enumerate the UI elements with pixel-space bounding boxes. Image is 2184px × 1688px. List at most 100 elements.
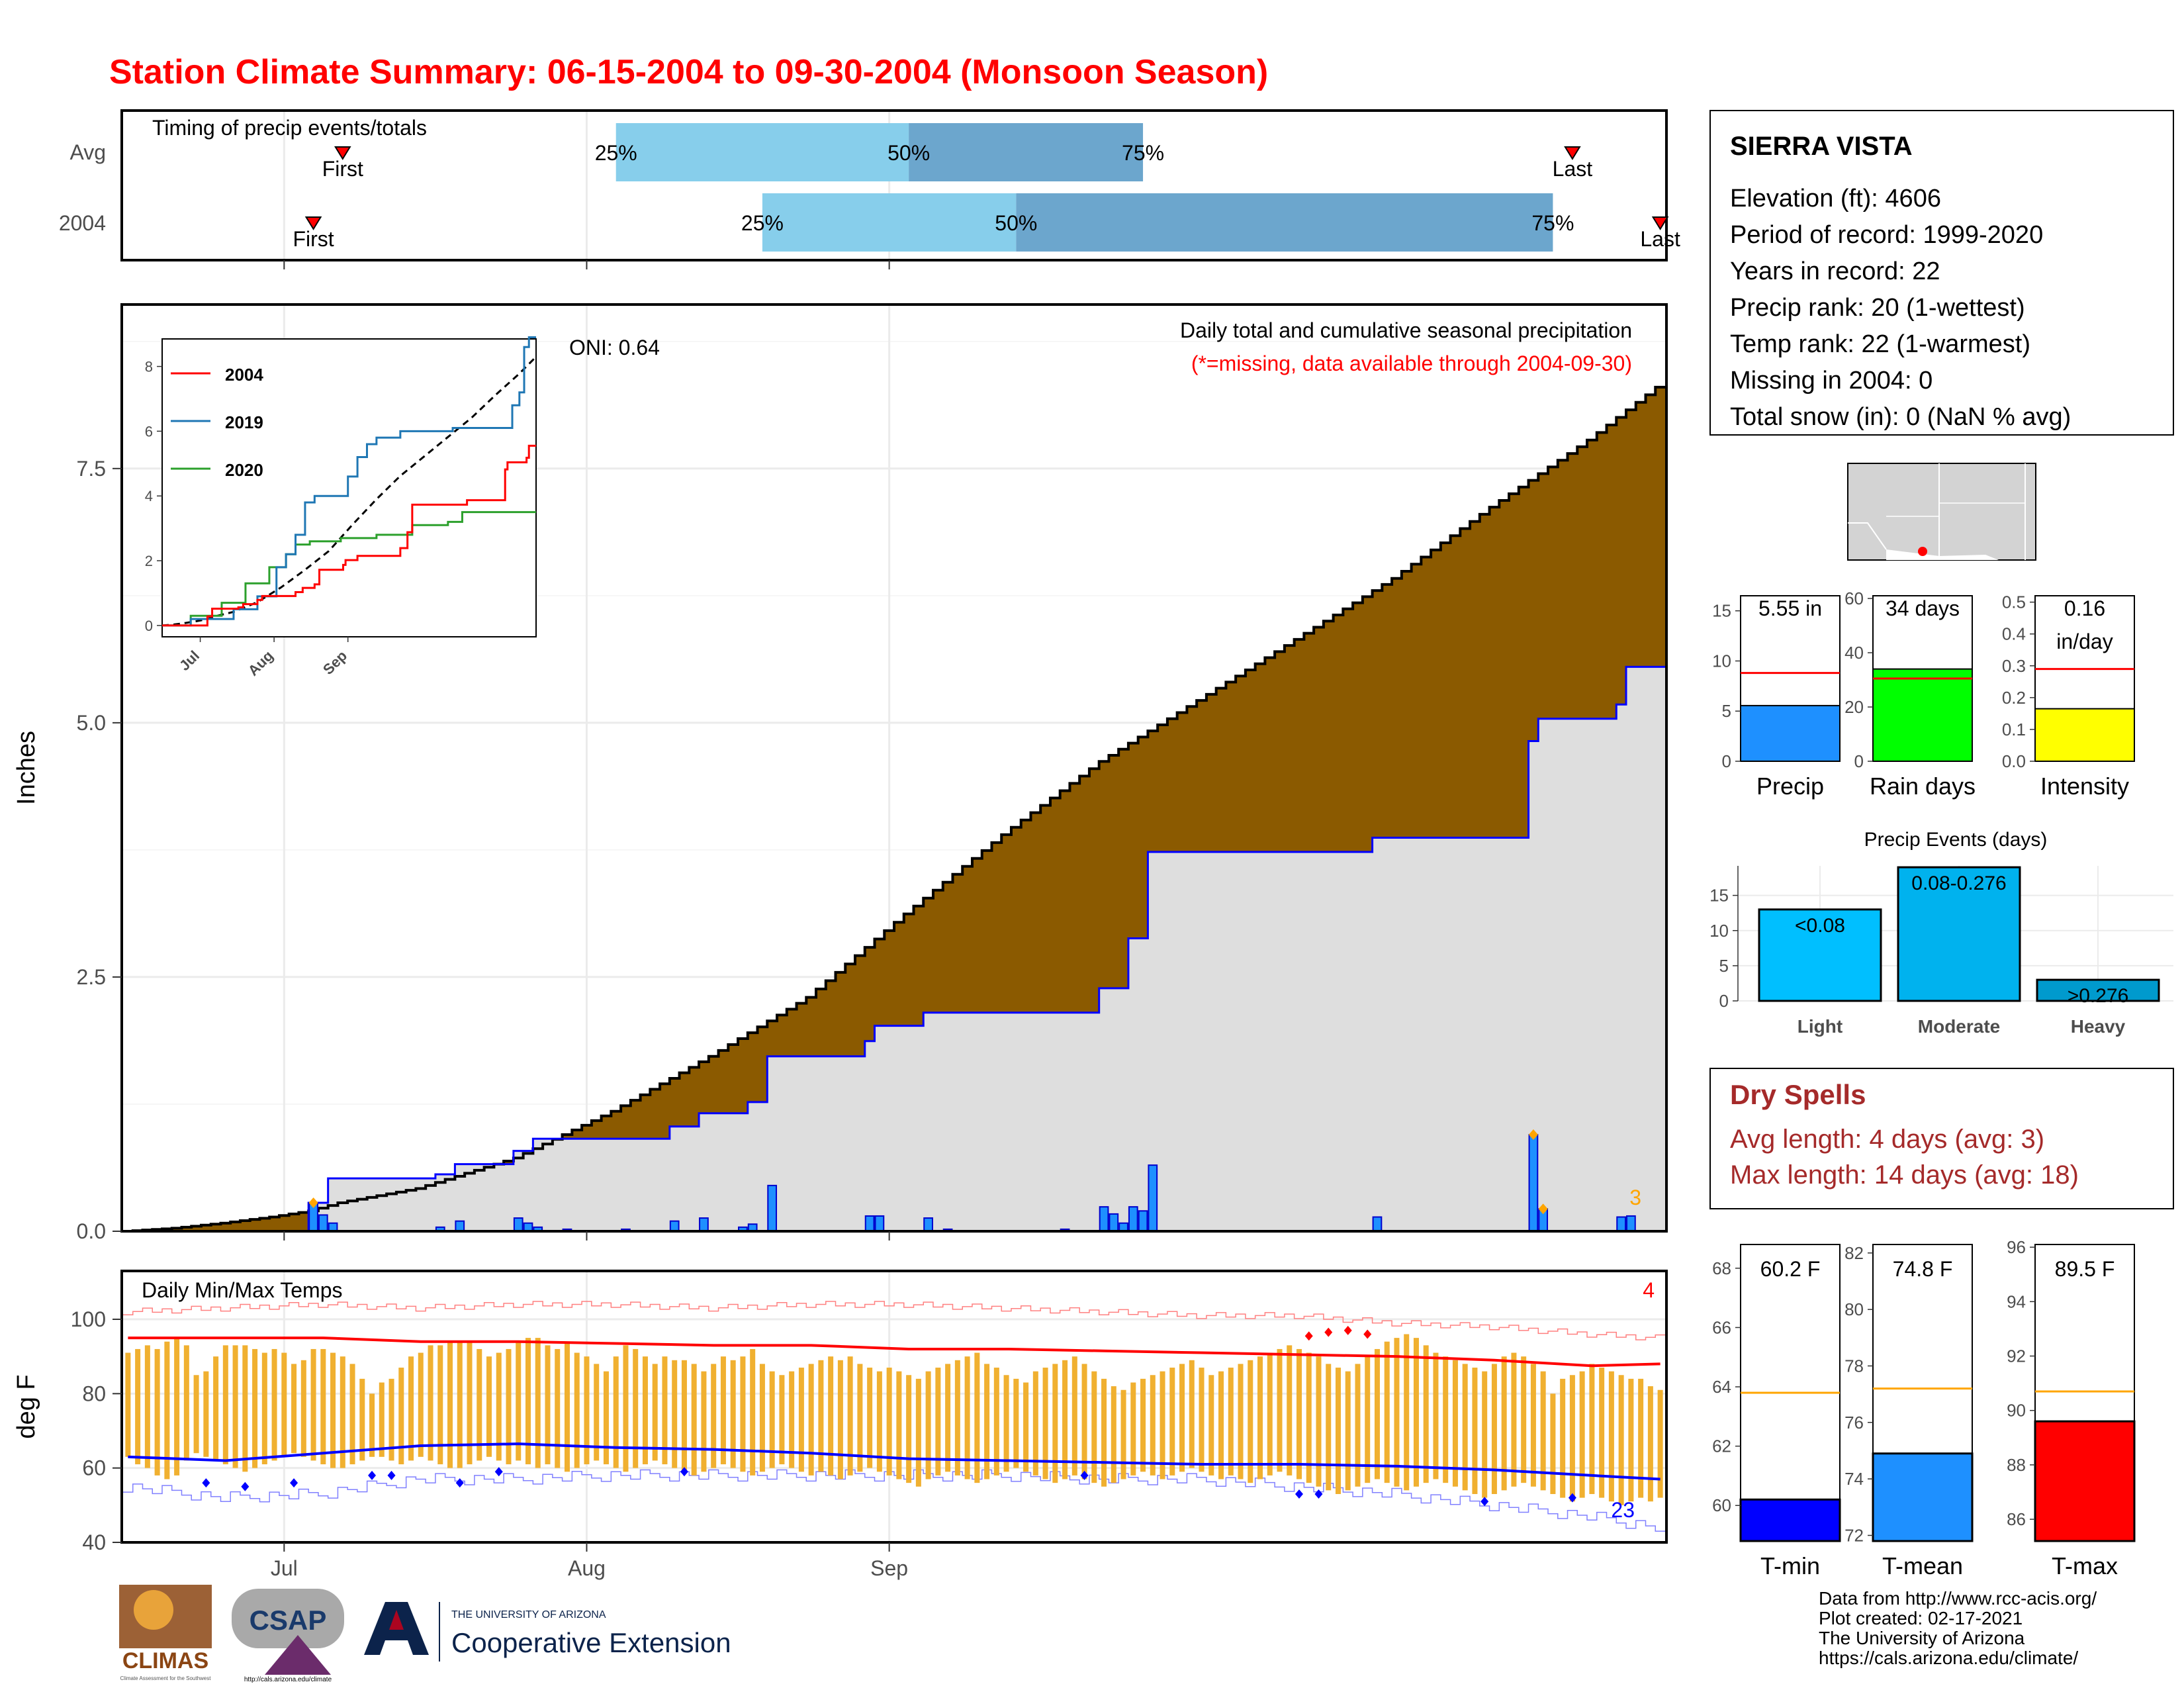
daily-temp-range-bar bbox=[750, 1348, 756, 1476]
precip-event-bar-label: <0.08 bbox=[1795, 915, 1845, 937]
side-bar-intensity: 0.0 0.1 0.2 0.3 0.4 0.5 0.16 in/day Intensity bbox=[2002, 592, 2135, 800]
daily-temp-range-bar bbox=[730, 1360, 736, 1468]
location-map bbox=[1847, 463, 2036, 561]
timing-label-last: Last bbox=[1553, 157, 1593, 181]
station-info-line: Temp rank: 22 (1-warmest) bbox=[1730, 330, 2030, 358]
precip-event-category: Light bbox=[1797, 1016, 1843, 1037]
daily-temp-range-bar bbox=[271, 1348, 277, 1461]
side-bar-tick-label: 0.2 bbox=[2002, 688, 2026, 708]
temp-bar-value bbox=[2034, 1420, 2136, 1542]
daily-temp-range-bar bbox=[174, 1338, 180, 1476]
timing-bar-50-75 bbox=[1016, 193, 1553, 252]
daily-temp-range-bar bbox=[1540, 1371, 1546, 1491]
map-state-border bbox=[1848, 522, 1887, 550]
inset-y-tick-label: 2 bbox=[145, 553, 153, 569]
side-bar-tick-label: 60 bbox=[1844, 588, 1864, 608]
daily-temp-range-bar bbox=[408, 1356, 414, 1461]
daily-temp-range-bar bbox=[203, 1371, 209, 1457]
daily-temp-range-bar bbox=[1579, 1371, 1585, 1498]
timing-row-label-avg: Avg bbox=[69, 140, 106, 164]
date-x-axis: Jul Aug Sep bbox=[271, 260, 908, 1580]
daily-temp-range-bar bbox=[993, 1368, 999, 1476]
temp-bar-tick-label: 90 bbox=[2007, 1401, 2026, 1421]
events-tick-label: 10 bbox=[1709, 921, 1729, 941]
daily-temp-range-bar bbox=[183, 1345, 189, 1461]
avg-tmin-line bbox=[128, 1442, 1661, 1481]
daily-temp-range-bar bbox=[369, 1393, 375, 1457]
precip-caption-missing: (*=missing, data available through 2004-… bbox=[1191, 352, 1632, 375]
daily-temp-range-bar bbox=[779, 1375, 785, 1465]
daily-temp-range-bar bbox=[1150, 1375, 1156, 1476]
legend-label-2004: 2004 bbox=[225, 365, 263, 385]
temp-bar-tmean: 72 74 76 78 80 82 74.8 F T-mean bbox=[1844, 1243, 1974, 1579]
csap-logo-subtext: http://cals.arizona.edu/climate bbox=[244, 1676, 332, 1683]
daily-temp-range-bar bbox=[1628, 1378, 1634, 1502]
timing-panel-label: Timing of precip events/totals bbox=[152, 116, 427, 140]
daily-temp-range-bar bbox=[1013, 1378, 1019, 1468]
y-tick-label: 5.0 bbox=[77, 711, 106, 735]
daily-temp-range-bar bbox=[564, 1341, 570, 1472]
inset-line-2020 bbox=[162, 511, 536, 627]
daily-temp-range-bar bbox=[652, 1364, 658, 1461]
daily-temp-range-bar bbox=[1316, 1356, 1322, 1487]
side-bar-tick-label: 0 bbox=[1854, 751, 1864, 771]
side-bar-tick-label: 0.5 bbox=[2002, 592, 2026, 612]
ua-logo-main-text: Cooperative Extension bbox=[451, 1627, 731, 1658]
daily-temp-range-bar bbox=[516, 1341, 522, 1461]
precip-panel-frame bbox=[120, 303, 1668, 1233]
daily-precip-bar bbox=[1626, 1215, 1636, 1233]
record-low-marker-icon bbox=[202, 1478, 210, 1488]
daily-temp-range-bar bbox=[828, 1356, 834, 1476]
daily-temp-range-bar bbox=[144, 1345, 150, 1468]
temp-bar-tick-label: 64 bbox=[1712, 1377, 1731, 1397]
side-bar-tick-label: 0.4 bbox=[2002, 624, 2026, 644]
station-info-line: Total snow (in): 0 (NaN % avg) bbox=[1730, 403, 2071, 431]
daily-temp-range-bar bbox=[925, 1371, 931, 1479]
daily-temp-range-bar bbox=[642, 1356, 648, 1465]
y-tick-label: 80 bbox=[82, 1382, 106, 1405]
daily-temp-range-bar bbox=[1589, 1364, 1595, 1494]
ua-block-a-icon-inner bbox=[389, 1610, 404, 1630]
side-bar-value bbox=[1740, 704, 1841, 762]
temp-bar-tmin: 60 62 64 66 68 60.2 F T-min bbox=[1712, 1244, 1841, 1579]
timing-label-75: 75% bbox=[1122, 141, 1164, 165]
inset-legend: 2004 2019 2020 bbox=[171, 365, 263, 480]
temp-y-axis-title: deg F bbox=[13, 1374, 40, 1438]
record-low-marker-icon bbox=[1480, 1497, 1489, 1507]
station-location-dot bbox=[1918, 547, 1927, 556]
daily-temp-range-bar bbox=[1062, 1360, 1068, 1479]
daily-temp-range-bar bbox=[954, 1360, 960, 1476]
timing-row-label-2004: 2004 bbox=[59, 211, 106, 235]
side-bar-xlabel: Rain days bbox=[1870, 773, 1976, 800]
daily-temp-range-bar bbox=[555, 1348, 561, 1468]
precip-y-axis: 0.0 2.5 5.0 7.5 bbox=[77, 457, 122, 1243]
precip-record-marker-icon bbox=[1528, 1129, 1538, 1141]
daily-temp-range-bar bbox=[125, 1352, 131, 1457]
daily-temp-range-bar bbox=[486, 1356, 492, 1457]
daily-temp-range-bar bbox=[1023, 1382, 1029, 1472]
daily-temp-range-bar bbox=[857, 1364, 863, 1472]
daily-temp-range-bar bbox=[1052, 1364, 1058, 1483]
inset-y-tick-label: 8 bbox=[145, 359, 153, 375]
side-bar-value-label: 5.55 in bbox=[1758, 596, 1822, 620]
side-bar-value-label: 34 days bbox=[1886, 596, 1960, 620]
events-tick-label: 15 bbox=[1709, 886, 1729, 906]
daily-temp-range-bar bbox=[388, 1378, 394, 1461]
daily-temp-range-bar bbox=[1003, 1375, 1009, 1472]
daily-temp-range-bar bbox=[330, 1352, 336, 1468]
daily-temp-range-bar bbox=[1647, 1386, 1653, 1502]
timing-bar-50-75 bbox=[909, 123, 1144, 181]
temp-bar-tick-label: 80 bbox=[1844, 1299, 1864, 1319]
timing-label-75: 75% bbox=[1531, 211, 1574, 235]
daily-temp-range-bar bbox=[340, 1356, 345, 1468]
daily-temp-range-bar bbox=[1550, 1393, 1556, 1494]
precip-caption: Daily total and cumulative seasonal prec… bbox=[1180, 318, 1632, 342]
temp-bar-tmax: 86 88 90 92 94 96 89.5 F T-max bbox=[2007, 1237, 2136, 1579]
daily-temp-range-bar bbox=[1081, 1364, 1087, 1479]
daily-temp-range-bar bbox=[506, 1348, 512, 1465]
dry-spells-max: Max length: 14 days (avg: 18) bbox=[1730, 1160, 2079, 1190]
timing-label-last: Last bbox=[1640, 227, 1680, 251]
daily-temp-range-bar bbox=[281, 1352, 287, 1457]
record-min-band bbox=[123, 1469, 1665, 1532]
daily-temp-range-bar bbox=[1120, 1389, 1126, 1479]
